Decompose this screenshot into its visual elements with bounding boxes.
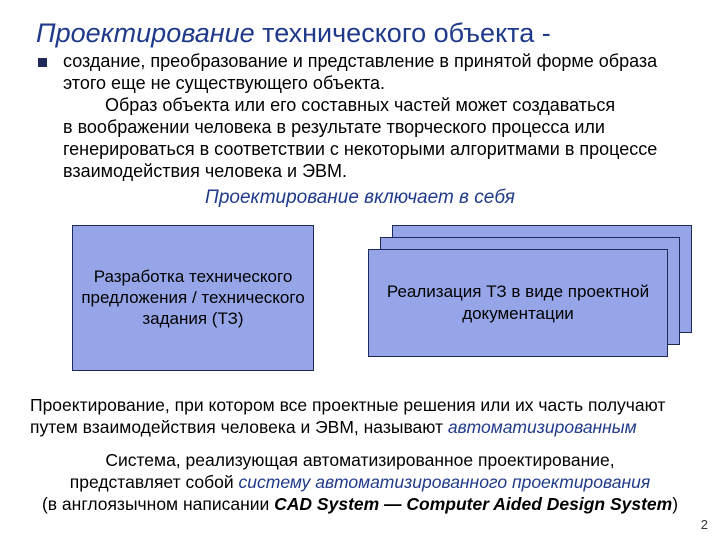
box-left: Разработка технического предложения / те… [72,225,314,371]
slide: Проектирование технического объекта - со… [0,0,720,540]
box-left-text: Разработка технического предложения / те… [73,266,313,330]
page-number: 2 [701,517,708,532]
subtitle: Проектирование включает в себя [28,187,692,209]
footer2-line1: Система, реализующая автоматизированное … [105,450,614,470]
boxes-container: Разработка технического предложения / те… [68,217,682,385]
footer2-line3a: (в англоязычном написании [42,494,274,514]
footer2-line3-bi: CAD System — Computer Aided Design Syste… [274,494,672,514]
footer2-line3b: ) [672,494,678,514]
box-right-front: Реализация ТЗ в виде проектной документа… [368,249,668,357]
slide-title: Проектирование технического объекта - [36,18,692,49]
title-italic-part: Проектирование [36,18,255,48]
footer-2: Система, реализующая автоматизированное … [28,450,692,516]
bullet-row: создание, преобразование и представление… [28,51,692,183]
title-rest: технического объекта [255,18,535,48]
footer2-line2-em: систему автоматизированного проектирован… [239,472,651,492]
footer-1: Проектирование, при котором все проектны… [28,395,692,439]
bullet-text: создание, преобразование и представление… [63,51,692,183]
box-right-text: Реализация ТЗ в виде проектной документа… [369,281,667,324]
bullet-paragraph-1: создание, преобразование и представление… [63,51,657,93]
bullet-paragraph-2: Образ объекта или его составных частей м… [63,95,657,181]
footer2-line2a: представляет собой [70,472,239,492]
footer1-em: автоматизированным [448,417,637,437]
title-dash: - [534,18,551,48]
square-bullet-icon [38,58,47,67]
